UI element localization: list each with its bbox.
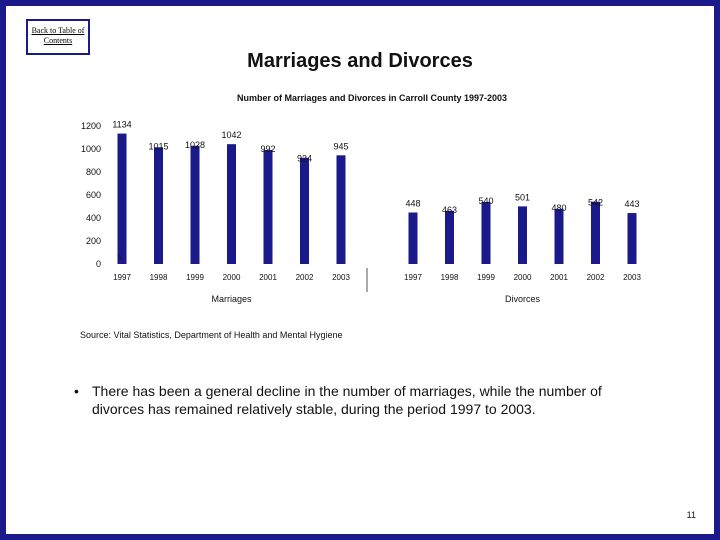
x-tick-label: 2002 <box>587 273 605 282</box>
bar-marriages-1999 <box>190 145 200 264</box>
slide-title: Marriages and Divorces <box>247 50 473 72</box>
y-tick-label: 1200 <box>81 121 101 131</box>
x-tick-label: 1997 <box>404 273 422 282</box>
back-to-contents-link[interactable]: Back to Table of Contents <box>31 26 85 45</box>
x-tick-label: 2001 <box>259 273 277 282</box>
bar-divorces-1997 <box>408 212 418 264</box>
bar-divorces-2002 <box>591 201 600 264</box>
bar-divorces-1998 <box>445 210 454 264</box>
bar-marriages-1998 <box>154 147 163 264</box>
y-tick-label: 600 <box>86 190 101 200</box>
data-label: 448 <box>405 198 420 208</box>
bar-marriages-2002 <box>300 157 309 264</box>
y-tick-label: 1000 <box>81 144 101 154</box>
bar-divorces-2000 <box>518 206 527 264</box>
data-label: 992 <box>260 144 275 154</box>
x-tick-label: 1999 <box>477 273 495 282</box>
bar-marriages-2003 <box>336 155 346 264</box>
x-tick-label: 1999 <box>186 273 204 282</box>
slide: Back to Table of Contents Marriages and … <box>6 6 714 534</box>
data-label: 480 <box>551 203 566 213</box>
data-label: 463 <box>442 205 457 215</box>
y-tick-label: 0 <box>96 259 101 269</box>
data-label: 1015 <box>148 141 168 151</box>
back-to-contents-box[interactable]: Back to Table of Contents <box>26 19 90 55</box>
x-tick-label: 1997 <box>113 273 131 282</box>
page-number: 11 <box>686 510 696 520</box>
marriages-divorces-chart: Number of Marriages and Divorces in Carr… <box>81 93 641 304</box>
x-tick-label: 2003 <box>623 273 641 282</box>
y-tick-label: 800 <box>86 167 101 177</box>
data-label: 1042 <box>221 130 241 140</box>
x-tick-label: 1998 <box>441 273 459 282</box>
data-label: 501 <box>515 192 530 202</box>
bar-divorces-1999 <box>481 201 491 264</box>
annotation-label: 1 <box>118 255 122 262</box>
x-tick-label: 2003 <box>332 273 350 282</box>
data-label: 540 <box>478 196 493 206</box>
bar-marriages-1997 <box>117 133 127 264</box>
group-label-divorces: Divorces <box>505 294 541 304</box>
bar-divorces-2001 <box>554 208 564 264</box>
bar-marriages-2001 <box>263 149 273 264</box>
group-label-marriages: Marriages <box>211 294 252 304</box>
data-label: 1028 <box>185 140 205 150</box>
bar-marriages-2000 <box>227 144 236 264</box>
data-label: 924 <box>297 154 312 164</box>
data-label: 443 <box>624 199 639 209</box>
data-label: 542 <box>588 198 603 208</box>
x-tick-label: 2000 <box>223 273 241 282</box>
chart-title: Number of Marriages and Divorces in Carr… <box>237 93 507 103</box>
x-tick-label: 2002 <box>296 273 314 282</box>
bullet-item: There has been a general decline in the … <box>66 382 656 418</box>
data-label: 1134 <box>112 120 131 130</box>
chart-source: Source: Vital Statistics, Department of … <box>80 330 343 340</box>
bar-divorces-2003 <box>627 213 637 264</box>
bullet-list: There has been a general decline in the … <box>66 382 656 418</box>
x-tick-label: 1998 <box>150 273 168 282</box>
x-tick-label: 2001 <box>550 273 568 282</box>
y-tick-label: 200 <box>86 236 101 246</box>
y-tick-label: 400 <box>86 213 101 223</box>
data-label: 945 <box>333 141 348 151</box>
x-tick-label: 2000 <box>514 273 532 282</box>
